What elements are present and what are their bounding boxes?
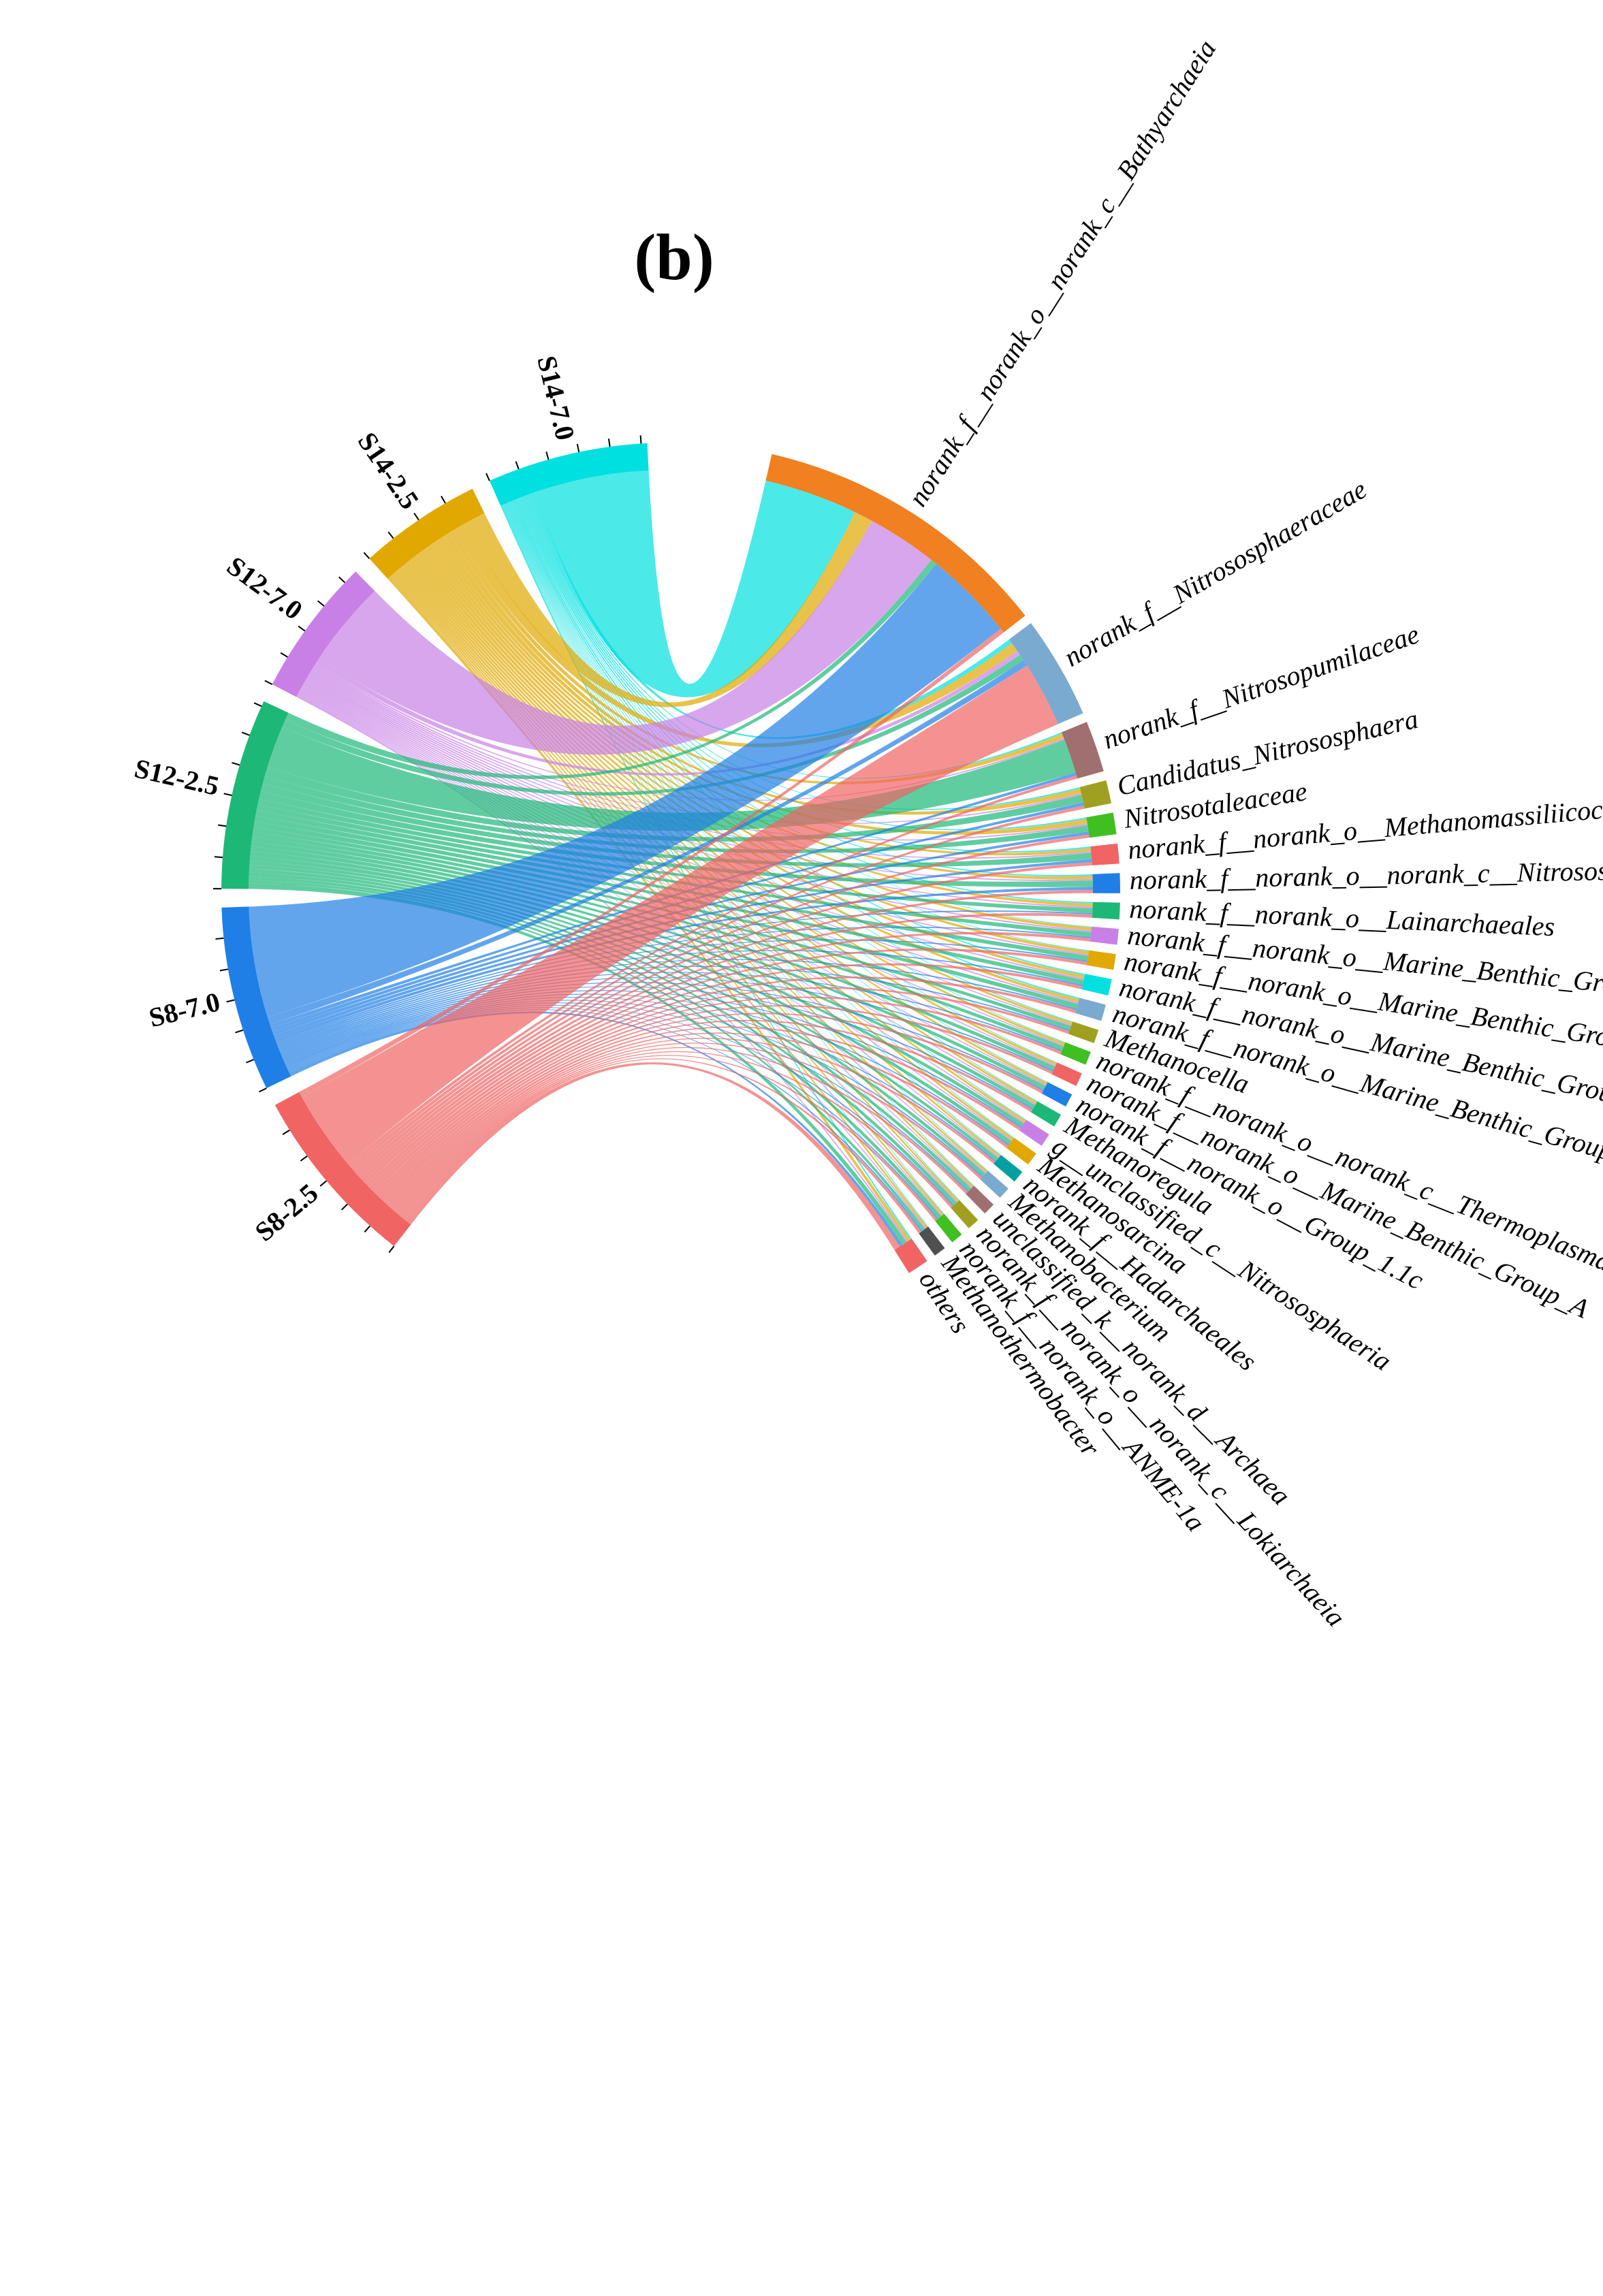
- taxon-arc: [1061, 722, 1104, 779]
- tick-mark: [607, 439, 611, 447]
- tick-mark: [280, 652, 288, 658]
- sample-arc-S14-7.0: [489, 443, 649, 506]
- taxon-arc: [1006, 1137, 1036, 1165]
- ribbon: [398, 1051, 953, 1217]
- tick-mark: [264, 680, 273, 685]
- taxon-label: norank_f__norank_o__norank_c__Bathyarcha…: [902, 34, 1222, 511]
- taxon-label: norank_f__norank_o__norank_c__Nitrososph…: [1129, 854, 1603, 895]
- tick-mark: [282, 1129, 290, 1135]
- ribbon: [249, 563, 1001, 1017]
- tick-mark: [219, 968, 228, 972]
- ribbon: [404, 1062, 900, 1250]
- ribbon: [449, 530, 1064, 784]
- ribbon: [316, 651, 1020, 776]
- sample-arc-S8-7.0: [221, 906, 291, 1089]
- ribbon: [277, 939, 1088, 1049]
- tick-mark: [259, 1087, 267, 1093]
- ribbon: [535, 470, 855, 697]
- tick-mark: [545, 451, 550, 460]
- tick-mark: [241, 731, 250, 736]
- tick-mark: [413, 513, 419, 521]
- taxon-arc: [1092, 902, 1120, 920]
- ribbon: [454, 524, 1018, 748]
- tick-mark: [576, 443, 580, 453]
- sample-arc-S12-7.0: [272, 571, 375, 697]
- taxon-arc: [980, 1170, 1009, 1198]
- ribbon: [253, 821, 1078, 1009]
- taxon-arc: [1086, 812, 1117, 838]
- tick-mark: [246, 1059, 254, 1064]
- tick-mark: [338, 576, 346, 584]
- tick-mark: [340, 1203, 348, 1211]
- tick-mark: [218, 824, 227, 827]
- tick-mark: [364, 1225, 371, 1233]
- tick-mark: [298, 625, 306, 632]
- taxon-arc: [1079, 780, 1112, 809]
- tick-mark: [300, 1155, 308, 1162]
- arc-group: [213, 435, 1120, 1273]
- taxon-arc: [1081, 974, 1112, 996]
- sample-arc-S14-2.5: [369, 488, 485, 579]
- ribbon: [302, 665, 1058, 1164]
- taxon-arc: [1075, 998, 1106, 1021]
- ribbon: [255, 810, 1088, 961]
- taxon-arc: [1030, 1101, 1062, 1127]
- ribbon: [396, 1047, 968, 1215]
- tick-mark: [515, 461, 520, 470]
- taxon-arc: [951, 1200, 979, 1228]
- taxon-arc: [1019, 1119, 1049, 1146]
- taxon-arc: [1051, 1062, 1082, 1086]
- ribbon: [260, 783, 1092, 867]
- ribbon: [302, 684, 1036, 1105]
- tick-mark: [215, 937, 224, 940]
- tick-mark: [317, 600, 325, 607]
- ribbon: [270, 772, 1077, 1028]
- tick-mark: [441, 496, 446, 504]
- tick-mark: [387, 531, 394, 539]
- taxon-arc: [994, 1155, 1023, 1182]
- taxon-arc: [1060, 1042, 1091, 1065]
- tick-mark: [232, 762, 240, 766]
- ribbon-group: [249, 470, 1093, 1250]
- taxon-arc: [1086, 950, 1116, 970]
- sample-label: S14-2.5: [352, 427, 426, 515]
- panel-label: (b): [634, 221, 714, 293]
- taxon-arc: [935, 1213, 962, 1243]
- ribbon: [402, 1058, 921, 1234]
- taxon-arc: [1009, 623, 1083, 724]
- ribbon: [319, 520, 932, 755]
- taxon-arc: [1090, 843, 1120, 865]
- sample-label: S8-7.0: [146, 986, 223, 1033]
- taxon-arc: [894, 1239, 927, 1273]
- sample-arc-S8-2.5: [274, 1091, 411, 1247]
- sample-label: S12-7.0: [221, 550, 308, 626]
- taxon-arc: [1068, 1021, 1099, 1043]
- tick-mark: [226, 999, 235, 1003]
- ribbon: [254, 816, 1084, 985]
- taxon-arc: [919, 1226, 945, 1256]
- sample-arc-S12-2.5: [221, 701, 289, 889]
- ribbon: [392, 573, 944, 1216]
- tick-mark: [223, 793, 232, 797]
- sample-label: S12-2.5: [131, 752, 221, 801]
- tick-mark: [486, 473, 490, 481]
- tick-mark: [388, 1245, 395, 1254]
- taxon-label: norank_f__Nitrososphaeraceae: [1059, 474, 1372, 673]
- tick-mark: [319, 1180, 328, 1187]
- taxon-arc: [1092, 873, 1120, 893]
- ribbon: [400, 1055, 938, 1222]
- tick-mark: [363, 552, 370, 560]
- taxon-arc: [765, 453, 1026, 633]
- tick-mark: [253, 702, 262, 707]
- taxon-arc: [966, 1185, 994, 1214]
- taxon-arc: [1041, 1082, 1073, 1107]
- sample-label: S8-2.5: [249, 1177, 324, 1247]
- ribbon: [464, 512, 872, 707]
- tick-mark: [235, 1029, 244, 1034]
- taxon-arc: [1090, 926, 1119, 945]
- sample-label: S14-7.0: [531, 353, 581, 443]
